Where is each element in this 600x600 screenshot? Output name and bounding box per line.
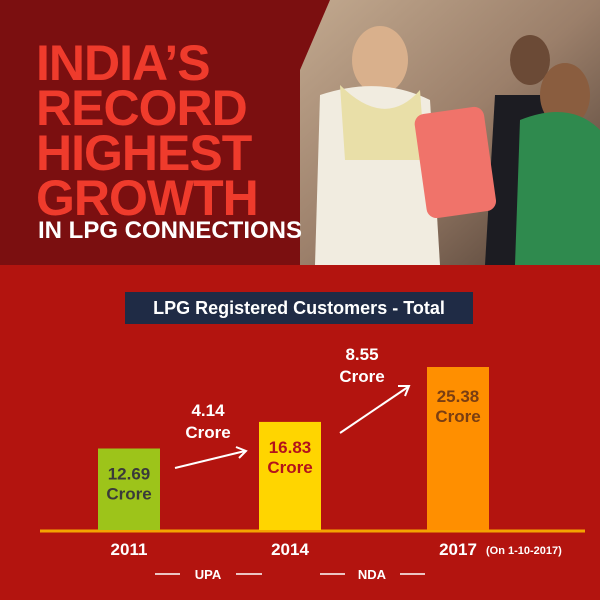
tagline: IN LPG CONNECTIONS — [38, 217, 302, 244]
chart-title: LPG Registered Customers - Total — [153, 298, 445, 318]
note: (On 1-10-2017) — [486, 545, 562, 557]
arrows — [174, 385, 411, 469]
headline-line: INDIA’S — [36, 35, 210, 91]
group-label: NDA — [358, 567, 387, 582]
value-label: 16.83 Crore — [267, 438, 312, 477]
annotation: 8.55 Crore — [339, 345, 384, 386]
headline-line: RECORD — [36, 80, 247, 136]
chart-title-box — [125, 292, 473, 324]
x-tick-label: 2017 — [439, 540, 477, 559]
x-tick-label: 2014 — [271, 540, 309, 559]
x-tick-label: 2011 — [111, 540, 148, 559]
bar — [98, 448, 160, 530]
value-label: 25.38 Crore — [435, 387, 480, 426]
photo-figures — [315, 26, 600, 265]
bar — [259, 421, 321, 530]
annotation: 4.14 Crore — [185, 401, 230, 442]
headline-line: GROWTH — [36, 170, 258, 226]
group-label: UPA — [195, 567, 222, 582]
value-label: 12.69 Crore — [106, 465, 151, 504]
bar — [427, 367, 489, 530]
headline-line: HIGHEST — [36, 125, 252, 181]
